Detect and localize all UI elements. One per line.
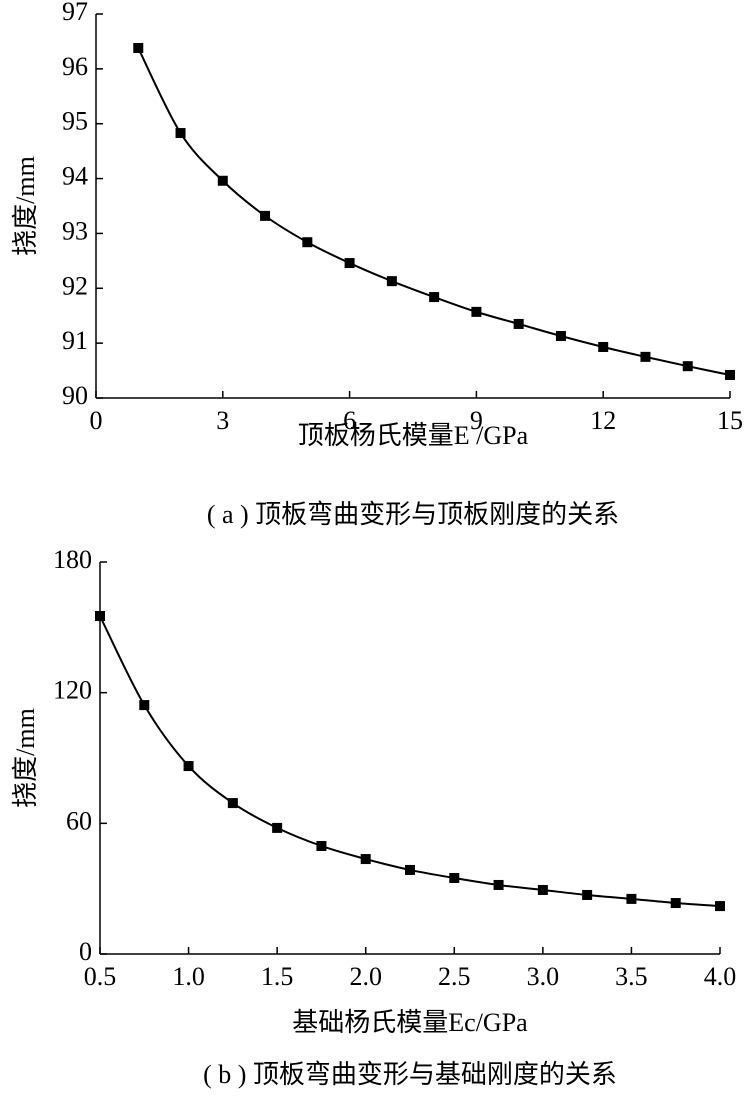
x-tick-label: 1.5 (261, 962, 294, 991)
marker (227, 798, 238, 809)
marker (715, 901, 725, 912)
marker (183, 761, 194, 772)
marker (260, 210, 271, 221)
line (99, 615, 721, 908)
marker (302, 237, 313, 248)
x-tick-label: 0 (90, 406, 103, 435)
line (137, 47, 731, 376)
caption: ( a ) 顶板弯曲变形与顶板刚度的关系 (207, 500, 619, 529)
x-tick-label: 2.0 (349, 962, 382, 991)
y-tick-label: 94 (62, 162, 88, 191)
marker (133, 43, 144, 54)
marker (405, 864, 415, 875)
x-tick-label: 3 (216, 406, 229, 435)
x-tick-label: 6 (343, 406, 356, 435)
marker (95, 611, 105, 622)
x-tick-label: 12 (590, 406, 616, 435)
marker (386, 276, 397, 287)
y-tick-label: 0 (79, 937, 92, 966)
y-tick-label: 97 (62, 0, 88, 26)
marker (626, 893, 637, 904)
marker (344, 258, 355, 269)
y-axis-label: 挠度/mm (11, 156, 40, 256)
marker (555, 331, 566, 342)
marker (139, 700, 150, 711)
x-tick-label: 3.5 (615, 962, 648, 991)
x-tick-label: 4.0 (704, 962, 737, 991)
y-tick-label: 60 (66, 806, 92, 835)
x-tick-label: 15 (717, 406, 743, 435)
marker (582, 889, 593, 900)
x-tick-label: 2.5 (438, 962, 471, 991)
marker (513, 318, 524, 329)
y-tick-label: 180 (53, 545, 92, 574)
y-tick-label: 95 (62, 107, 88, 136)
x-tick-label: 9 (470, 406, 483, 435)
marker (537, 884, 548, 895)
marker (429, 292, 440, 303)
y-tick-label: 96 (62, 52, 88, 81)
marker (471, 306, 482, 317)
marker (598, 341, 609, 352)
x-tick-label: 0.5 (84, 962, 117, 991)
marker (640, 351, 651, 362)
x-tick-label: 1.0 (172, 962, 205, 991)
marker (360, 854, 371, 865)
marker (217, 175, 228, 186)
marker (670, 898, 681, 909)
marker (175, 128, 186, 139)
marker (725, 369, 735, 380)
y-tick-label: 120 (53, 676, 92, 705)
y-axis-label: 挠度/mm (11, 708, 40, 808)
x-tick-label: 3.0 (527, 962, 560, 991)
x-axis-label: 顶板杨氏模量E /GPa (298, 421, 529, 450)
marker (449, 872, 460, 883)
marker (682, 361, 693, 372)
y-tick-label: 90 (62, 381, 88, 410)
marker (316, 840, 327, 851)
y-tick-label: 91 (62, 326, 88, 355)
x-axis-label: 基础杨氏模量Ec/GPa (292, 1008, 528, 1037)
marker (272, 822, 283, 833)
y-tick-label: 93 (62, 216, 88, 245)
caption: ( b ) 顶板弯曲变形与基础刚度的关系 (203, 1060, 617, 1089)
marker (493, 879, 504, 890)
y-tick-label: 92 (62, 271, 88, 300)
